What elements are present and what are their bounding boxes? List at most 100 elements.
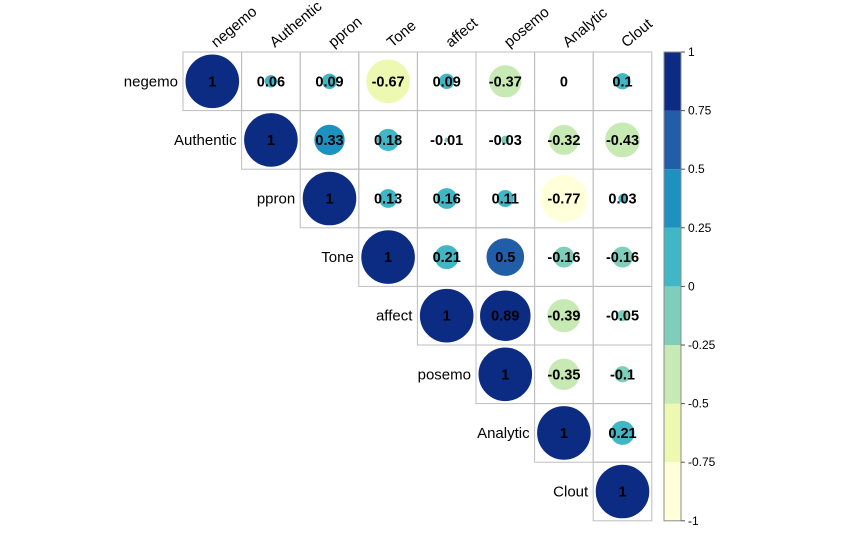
correlation-circle [479, 289, 532, 342]
correlation-circle [604, 121, 641, 159]
color-legend: 1 0.75 0.5 0.25 0 -0.25 -0.5 -0.75 -1 [663, 45, 716, 528]
row-label: Clout [553, 484, 589, 501]
grid-cell [592, 461, 653, 522]
correlation-circle [184, 53, 241, 110]
correlation-circles [184, 53, 651, 520]
correlation-value: 0.13 [374, 192, 402, 208]
correlation-value: 1 [560, 426, 568, 442]
correlation-circle [547, 123, 580, 156]
correlation-circle [377, 188, 399, 209]
correlation-circle [320, 72, 339, 90]
correlation-circle [613, 365, 632, 384]
correlation-circle [552, 245, 576, 269]
correlation-circle [360, 229, 416, 285]
correlation-circle [546, 298, 582, 334]
correlation-circle [547, 357, 581, 391]
colorbar-segment [664, 52, 681, 111]
correlation-value: 0 [560, 74, 568, 90]
correlation-value: 1 [208, 74, 216, 90]
correlation-value: -0.77 [547, 192, 580, 208]
correlation-value: -0.37 [489, 74, 522, 90]
correlation-circle [611, 245, 634, 269]
correlation-value: -0.39 [547, 309, 580, 325]
correlation-value: -0.01 [430, 133, 463, 149]
correlation-value: 0.09 [315, 74, 343, 90]
correlation-value: 0.21 [433, 250, 461, 266]
correlation-value: 0.09 [433, 74, 461, 90]
correlation-value: -0.16 [547, 250, 580, 266]
row-label: ppron [257, 191, 295, 208]
colorbar-tick-label: -0.5 [688, 397, 709, 411]
colorbar-segment [664, 286, 681, 345]
colorbar-tick-label: -0.75 [688, 455, 716, 469]
correlation-circle [488, 64, 523, 99]
correlation-circle [433, 244, 460, 271]
row-label: posemo [418, 366, 471, 383]
column-label: Tone [384, 17, 420, 51]
column-label: ppron [325, 13, 365, 51]
column-label: posemo [501, 4, 553, 51]
row-label: affect [376, 308, 413, 325]
correlation-value: 0.18 [374, 133, 402, 149]
correlation-value: 1 [443, 309, 451, 325]
colorbar-tick-label: 0.5 [688, 162, 705, 176]
correlation-value: -0.16 [606, 250, 639, 266]
colorbar-segment [664, 169, 681, 228]
correlation-value: -0.1 [610, 367, 635, 383]
colorbar-tick-label: 1 [688, 45, 695, 59]
correlation-value: -0.05 [606, 309, 639, 325]
correlation-value: -0.32 [547, 133, 580, 149]
colorbar-tick-label: 0.25 [688, 221, 712, 235]
colorbar-tick-label: -0.25 [688, 338, 716, 352]
correlation-circle [365, 58, 411, 105]
correlation-value: -0.35 [547, 367, 580, 383]
colorbar-tick-label: -1 [688, 514, 699, 528]
correlation-value: 1 [267, 133, 275, 149]
correlation-value: 1 [501, 367, 509, 383]
correlation-value: 0.16 [433, 192, 461, 208]
column-labels: negemo Authentic ppron Tone affect posemo Anal… [208, 0, 657, 51]
correlation-value: -0.67 [372, 74, 405, 90]
correlation-value: 0.33 [315, 133, 343, 149]
column-label: Clout [618, 15, 656, 51]
correlation-circle [495, 188, 515, 209]
colorbar-segment [664, 227, 681, 287]
colorbar-segment [664, 403, 681, 463]
correlation-value: 0.1 [612, 74, 632, 90]
correlation-circle [500, 134, 511, 146]
correlation-value: 0.11 [492, 192, 519, 208]
correlation-value: 0.21 [608, 426, 636, 442]
row-label: Analytic [477, 425, 530, 442]
correlation-circle [418, 287, 475, 344]
correlation-circle [313, 123, 346, 157]
row-label: negemo [124, 73, 178, 90]
correlation-circle [594, 463, 651, 520]
colorbar-segment [664, 345, 681, 404]
colorbar-tick-label: 0 [688, 279, 695, 293]
correlation-circle [438, 72, 456, 90]
grid-lines [182, 51, 653, 522]
correlation-value: -0.43 [606, 133, 639, 149]
correlation-value: 0.5 [495, 250, 515, 266]
colorbar-segment [664, 110, 681, 170]
correlation-circle [615, 309, 630, 323]
correlation-circle [485, 237, 526, 277]
colorbar-tick-label: 0.75 [688, 104, 712, 118]
row-labels: negemo Authentic ppron Tone affect posemo Anal… [124, 73, 589, 500]
colorbar-segment [664, 462, 681, 521]
column-label: Authentic [267, 0, 326, 51]
column-label: negemo [208, 3, 260, 51]
correlation-value: 0.03 [608, 192, 636, 208]
column-label: Analytic [560, 4, 612, 51]
correlation-value: 1 [618, 485, 626, 501]
correlation-values: 1 0.06 0.09 -0.67 0.09 -0.37 0 0.11 0.33 0.18 -0.0… [208, 74, 639, 500]
correlation-value: 1 [384, 250, 392, 266]
correlation-circle [263, 74, 279, 89]
correlation-value: -0.03 [489, 133, 522, 149]
correlation-circle [376, 127, 401, 152]
correlation-value: 1 [325, 192, 333, 208]
row-label: Tone [321, 249, 354, 266]
correlation-circle [435, 187, 459, 210]
correlation-circle [539, 174, 589, 223]
